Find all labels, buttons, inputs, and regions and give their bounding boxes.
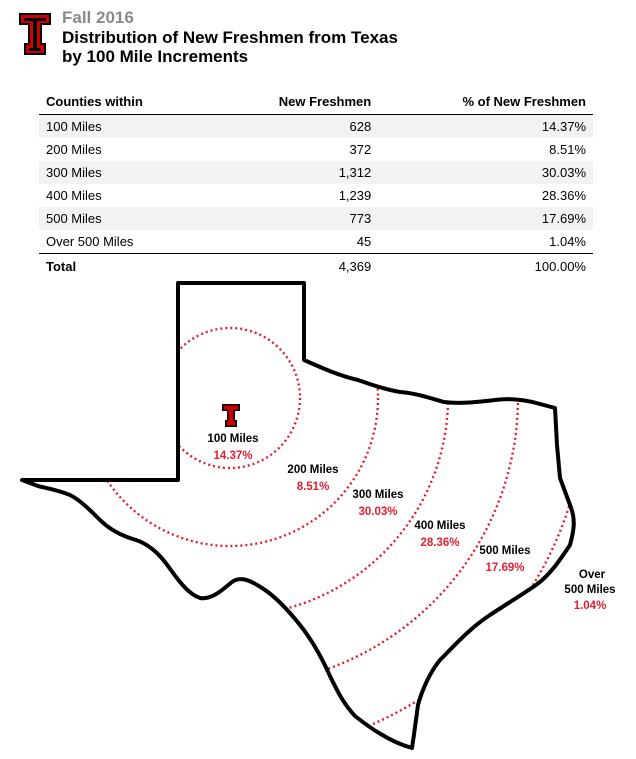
texas-outline (20, 281, 576, 750)
row-label: 400 Miles (46, 188, 102, 203)
zone-percent-over-500: 1.04% (574, 600, 607, 612)
row-percent: 17.69% (378, 207, 593, 230)
column-header-freshmen: New Freshmen (211, 91, 379, 115)
double-t-logo-icon (19, 13, 51, 55)
ring-500-miles (22, 283, 574, 748)
ring-200-miles (80, 283, 380, 548)
report-title-line-2: by 100 Mile Increments (62, 47, 249, 66)
row-percent: 14.37% (378, 114, 593, 138)
row-freshmen: 1,312 (211, 161, 379, 184)
row-percent: 30.03% (378, 161, 593, 184)
table-row: 200 Miles 372 8.51% (39, 138, 593, 161)
zone-percent-200: 8.51% (297, 481, 330, 493)
row-label: 300 Miles (39, 161, 212, 184)
table-row: 500 Miles 773 17.69% (39, 207, 593, 230)
zone-percent-100: 14.37% (213, 450, 252, 462)
row-freshmen: 773 (211, 207, 379, 230)
ring-100-miles (158, 326, 302, 470)
zone-label-over-500-line-1: Over (579, 569, 606, 581)
zone-label-100: 100 Miles (207, 433, 258, 445)
texas-distance-map: 100 Miles 14.37% 200 Miles 8.51% 300 Mil… (20, 281, 616, 750)
total-label: Total (39, 253, 212, 278)
table-row: 400 Miles 1,239 28.36% (39, 184, 593, 207)
double-t-marker-icon (222, 404, 240, 427)
row-label: Over 500 Miles (46, 234, 134, 249)
zone-label-300: 300 Miles (352, 489, 403, 501)
row-percent: 1.04% (549, 234, 586, 249)
table-row: 100 Miles 628 14.37% (39, 114, 593, 138)
column-header-counties: Counties within (39, 91, 212, 115)
row-label: 100 Miles (39, 114, 212, 138)
table-header-row: Counties within New Freshmen % of New Fr… (39, 91, 593, 115)
total-percent: 100.00% (378, 253, 593, 278)
zone-label-over-500-line-2: 500 Miles (564, 584, 615, 596)
zone-percent-500: 17.69% (485, 562, 524, 574)
row-freshmen: 1,239 (338, 188, 372, 203)
row-freshmen: 628 (211, 114, 379, 138)
row-freshmen: 45 (356, 234, 372, 249)
row-freshmen: 372 (349, 142, 372, 157)
total-freshmen: 4,369 (211, 253, 379, 278)
table-row: 300 Miles 1,312 30.03% (39, 161, 593, 184)
row-percent: 8.51% (549, 142, 586, 157)
report-title: Distribution of New Freshmen from Texas … (62, 28, 398, 66)
zone-label-400: 400 Miles (414, 520, 465, 532)
zone-label-200: 200 Miles (287, 464, 338, 476)
column-header-percent: % of New Freshmen (378, 91, 593, 115)
report-season: Fall 2016 (62, 8, 134, 27)
row-label: 200 Miles (46, 142, 102, 157)
table-total-row: Total 4,369 100.00% (39, 253, 593, 278)
distribution-table: Counties within New Freshmen % of New Fr… (39, 91, 593, 278)
table-row: Over 500 Miles 45 1.04% (39, 230, 593, 254)
row-percent: 28.36% (541, 188, 586, 203)
zone-percent-300: 30.03% (358, 506, 397, 518)
row-label: 500 Miles (39, 207, 212, 230)
zone-label-500: 500 Miles (479, 545, 530, 557)
zone-percent-400: 28.36% (420, 537, 459, 549)
report-title-line-1: Distribution of New Freshmen from Texas (62, 28, 398, 47)
